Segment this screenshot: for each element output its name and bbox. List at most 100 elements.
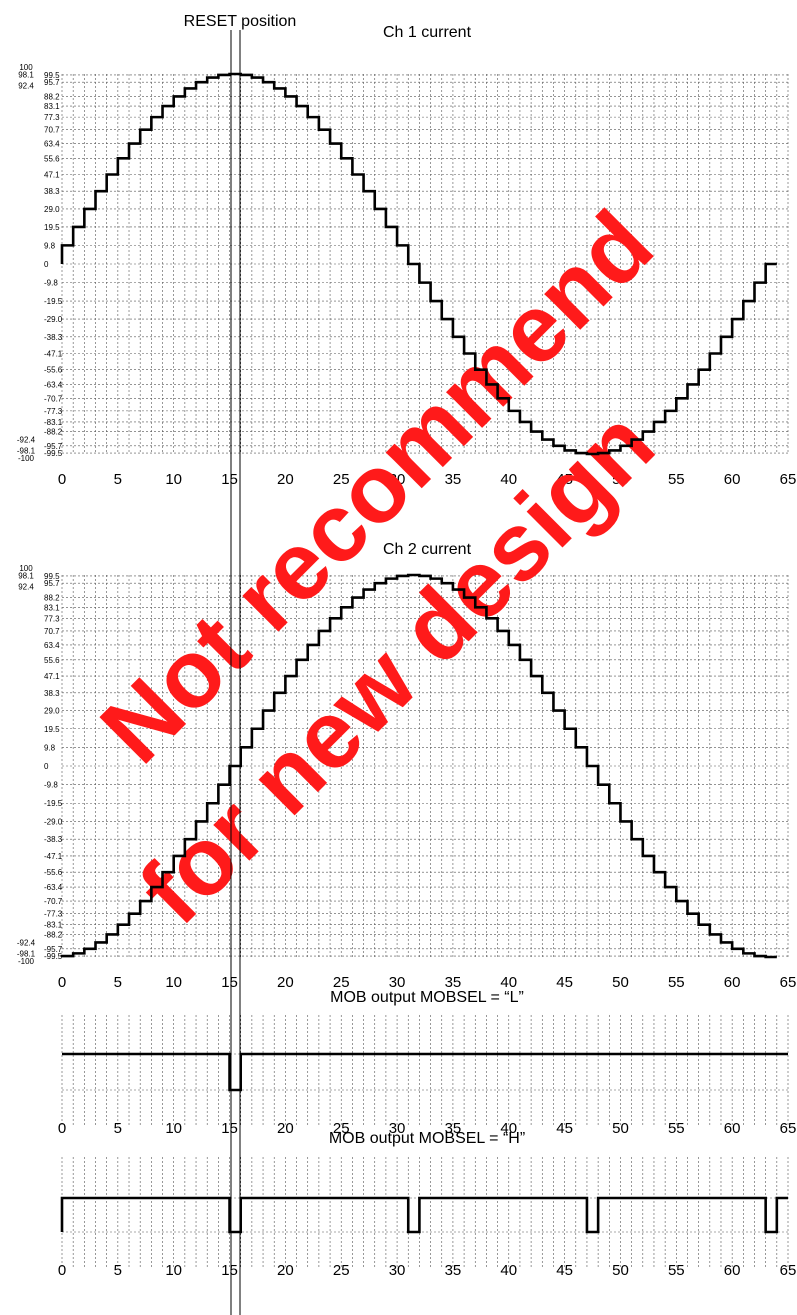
mob-l-trace	[62, 1052, 788, 1092]
ch2-y-tick: -88.2	[44, 930, 63, 939]
mob-h-x-tick: 50	[612, 1262, 629, 1279]
ch2-y-tick-outer: -92.4	[17, 938, 36, 947]
mob-l-x-tick: 55	[668, 1120, 685, 1137]
ch1-y-tick: -29.0	[44, 315, 63, 324]
ch2-y-tick-outer: -100	[18, 957, 35, 966]
mob-l-x-tick: 30	[389, 1120, 406, 1137]
ch2-y-tick: 47.1	[44, 672, 60, 681]
mob-h-x-tick: 20	[277, 1262, 294, 1279]
mob-l-x-tick: 15	[221, 1120, 238, 1137]
ch1-x-tick: 25	[333, 471, 350, 488]
ch1-x-tick: 45	[556, 471, 573, 488]
ch2-y-tick: -99.5	[44, 952, 63, 961]
ch2-x-tick: 55	[668, 974, 685, 991]
mob-h-x-tick: 35	[445, 1262, 462, 1279]
ch2-y-tick: 77.3	[44, 614, 60, 623]
tick-labels-layer: 99.595.788.283.177.370.763.455.647.138.3…	[17, 63, 796, 1279]
ch1-x-tick: 20	[277, 471, 294, 488]
ch2-x-tick: 15	[221, 974, 238, 991]
mob-l-x-tick: 5	[114, 1120, 122, 1137]
ch1-y-tick: -70.7	[44, 394, 63, 403]
watermark: Not recommend for new design	[81, 191, 675, 945]
ch1-x-tick: 65	[780, 471, 797, 488]
ch1-x-tick: 55	[668, 471, 685, 488]
ch1-y-tick-outer: 98.1	[18, 71, 34, 80]
mob-l-x-tick: 40	[500, 1120, 517, 1137]
ch1-y-tick: 19.5	[44, 223, 60, 232]
ch2-x-tick: 25	[333, 974, 350, 991]
ch2-y-tick: -63.4	[44, 883, 63, 892]
ch1-x-tick: 10	[165, 471, 182, 488]
mob-l-x-tick: 50	[612, 1120, 629, 1137]
ch2-y-tick: 55.6	[44, 656, 60, 665]
ch2-y-tick-outer: 92.4	[18, 583, 34, 592]
ch1-y-tick-outer: 92.4	[18, 81, 34, 90]
ch1-y-tick-outer: -98.1	[17, 446, 36, 455]
mob-l-x-tick: 60	[724, 1120, 741, 1137]
ch2-y-tick: -47.1	[44, 852, 63, 861]
mob-h-trace	[60, 1196, 788, 1234]
ch2-y-tick: 95.7	[44, 579, 60, 588]
mob-h-x-tick: 40	[500, 1262, 517, 1279]
ch1-y-tick: 0	[44, 260, 49, 269]
ch1-y-tick: 99.5	[44, 71, 60, 80]
ch1-x-tick: 0	[58, 471, 66, 488]
mob-h-x-tick: 5	[114, 1262, 122, 1279]
mob-l-x-tick: 20	[277, 1120, 294, 1137]
ch1-x-tick: 60	[724, 471, 741, 488]
ch2-trace	[60, 573, 777, 959]
chart-title-ch2: Ch 2 current	[383, 541, 472, 558]
ch2-y-tick: 29.0	[44, 707, 60, 716]
ch2-x-tick: 50	[612, 974, 629, 991]
ch1-y-tick: 9.8	[44, 241, 56, 250]
ch1-y-tick-outer: -100	[18, 454, 35, 463]
mob-h-x-tick: 25	[333, 1262, 350, 1279]
mob-l-x-tick: 45	[556, 1120, 573, 1137]
ch2-y-tick: 9.8	[44, 743, 56, 752]
ch1-y-tick: 55.6	[44, 154, 60, 163]
ch1-y-tick: 77.3	[44, 113, 60, 122]
ch1-y-tick: -88.2	[44, 428, 63, 437]
ch1-y-tick: 47.1	[44, 171, 60, 180]
mob-l-x-tick: 25	[333, 1120, 350, 1137]
ch1-y-tick: 63.4	[44, 140, 60, 149]
mob-h-x-tick: 0	[58, 1262, 66, 1279]
ch1-y-tick: -63.4	[44, 380, 63, 389]
ch2-y-tick: -19.5	[44, 799, 63, 808]
reset-marker	[230, 30, 241, 1315]
ch2-y-tick: 19.5	[44, 725, 60, 734]
ch2-y-tick: 88.2	[44, 594, 60, 603]
ch2-x-tick: 35	[445, 974, 462, 991]
ch1-x-tick: 50	[612, 471, 629, 488]
ch2-y-tick: 38.3	[44, 689, 60, 698]
ch2-x-tick: 5	[114, 974, 122, 991]
mob-h-x-tick: 60	[724, 1262, 741, 1279]
mob-l-x-tick: 65	[780, 1120, 797, 1137]
mob-h-x-tick: 65	[780, 1262, 797, 1279]
ch2-y-tick: -95.7	[44, 945, 63, 954]
ch1-x-tick: 40	[500, 471, 517, 488]
grid-layer	[61, 74, 789, 1268]
mob-h-x-tick: 15	[221, 1262, 238, 1279]
ch1-x-tick: 35	[445, 471, 462, 488]
ch2-x-tick: 40	[500, 974, 517, 991]
ch2-y-tick: 63.4	[44, 641, 60, 650]
ch1-trace	[60, 72, 777, 456]
ch1-x-tick: 30	[389, 471, 406, 488]
ch2-y-tick: -70.7	[44, 897, 63, 906]
ch1-y-tick: -77.3	[44, 407, 63, 416]
ch2-x-tick: 20	[277, 974, 294, 991]
ch1-y-tick: -19.5	[44, 297, 63, 306]
chart-title-mob-h: MOB output MOBSEL = “H”	[329, 1130, 525, 1147]
ch1-y-tick: 38.3	[44, 187, 60, 196]
ch1-y-tick: 70.7	[44, 126, 60, 135]
ch1-y-tick: 29.0	[44, 205, 60, 214]
reset-position-label: RESET position	[184, 13, 297, 30]
ch2-y-tick: 70.7	[44, 627, 60, 636]
ch2-x-tick: 60	[724, 974, 741, 991]
ch2-y-tick-outer: -98.1	[17, 949, 36, 958]
ch1-y-tick: -99.5	[44, 449, 63, 458]
ch2-y-tick: -9.8	[44, 781, 58, 790]
ch2-y-tick: 99.5	[44, 572, 60, 581]
